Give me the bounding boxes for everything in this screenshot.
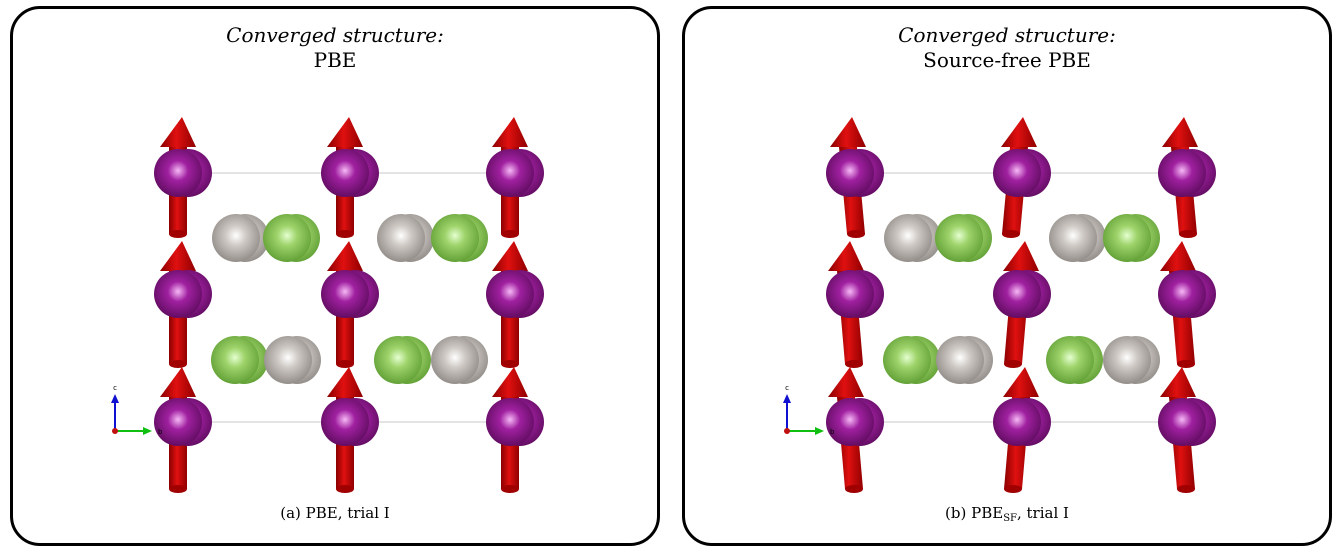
magnetic-atom-2-2: [486, 398, 534, 446]
panel-b-structure-scene: cb: [783, 117, 1216, 493]
grey-atom-1-1: [936, 336, 984, 384]
magnetic-atom-1-0: [826, 270, 874, 318]
panel-a-title: Converged structure: PBE: [13, 23, 657, 73]
light-atom-1-2: [1046, 336, 1094, 384]
magnetic-atom-0-2: [1158, 149, 1206, 197]
magnetic-atom-2-1: [321, 398, 369, 446]
light-atom-0-1: [935, 214, 983, 262]
light-atom-0-3: [431, 214, 479, 262]
axis-c-label: c: [113, 384, 117, 392]
panel-a-caption: (a) PBE, trial I: [280, 504, 390, 522]
panel-a-title-kicker: Converged structure:: [226, 23, 444, 47]
axis-a-dot: [112, 428, 118, 434]
grey-atom-0-2: [377, 214, 425, 262]
light-atom-1-0: [883, 336, 931, 384]
magnetic-atom-2-0: [154, 398, 202, 446]
panel-b-caption-prefix: (b) PBE: [945, 504, 1004, 522]
axis-c-head: [111, 394, 119, 403]
magnetic-atom-2-0: [826, 398, 874, 446]
panel-b-caption-subscript: SF: [1003, 513, 1017, 524]
panel-b-title-method: Source-free PBE: [923, 48, 1091, 72]
panel-b-caption-suffix: , trial I: [1016, 504, 1069, 522]
magnetic-atom-1-0: [154, 270, 202, 318]
magnetic-atom-1-2: [1158, 270, 1206, 318]
magnetic-atom-0-0: [826, 149, 874, 197]
magnetic-atom-0-1: [321, 149, 369, 197]
grey-atom-0-0: [884, 214, 932, 262]
axis-b-head: [143, 427, 152, 435]
light-atom-0-1: [263, 214, 311, 262]
magnetic-atom-0-1: [993, 149, 1041, 197]
axis-a-dot: [784, 428, 790, 434]
grey-atom-1-3: [1103, 336, 1151, 384]
grey-atom-1-1: [264, 336, 312, 384]
grey-atom-1-3: [431, 336, 479, 384]
axis-b-label: b: [830, 428, 835, 436]
axis-c-label: c: [785, 384, 789, 392]
panel-b-title: Converged structure: Source-free PBE: [685, 23, 1329, 73]
axis-c-head: [783, 394, 791, 403]
magnetic-atom-1-2: [486, 270, 534, 318]
panel-a-title-method: PBE: [313, 48, 357, 72]
panel-b-title-kicker: Converged structure:: [898, 23, 1116, 47]
magnetic-atom-2-1: [993, 398, 1041, 446]
magnetic-atom-0-2: [486, 149, 534, 197]
panel-b-caption: (b) PBESF, trial I: [685, 504, 1329, 524]
grey-atom-0-2: [1049, 214, 1097, 262]
panel-a-structure-scene: cb: [111, 117, 544, 493]
light-atom-1-0: [211, 336, 259, 384]
grey-atom-0-0: [212, 214, 260, 262]
magnetic-atom-2-2: [1158, 398, 1206, 446]
light-atom-0-3: [1103, 214, 1151, 262]
magnetic-atom-1-1: [993, 270, 1041, 318]
magnetic-atom-0-0: [154, 149, 202, 197]
axis-b-head: [815, 427, 824, 435]
light-atom-1-2: [374, 336, 422, 384]
axis-b-label: b: [158, 428, 163, 436]
magnetic-atom-1-1: [321, 270, 369, 318]
